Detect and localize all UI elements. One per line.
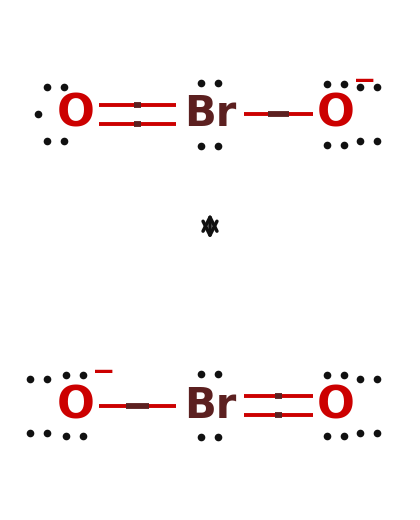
Text: −: − bbox=[353, 67, 376, 95]
Text: O: O bbox=[57, 93, 94, 136]
Text: Br: Br bbox=[184, 385, 236, 426]
Text: Br: Br bbox=[184, 94, 236, 135]
Text: O: O bbox=[317, 93, 355, 136]
Text: −: − bbox=[92, 358, 116, 386]
Text: O: O bbox=[317, 384, 355, 427]
Text: O: O bbox=[57, 384, 94, 427]
